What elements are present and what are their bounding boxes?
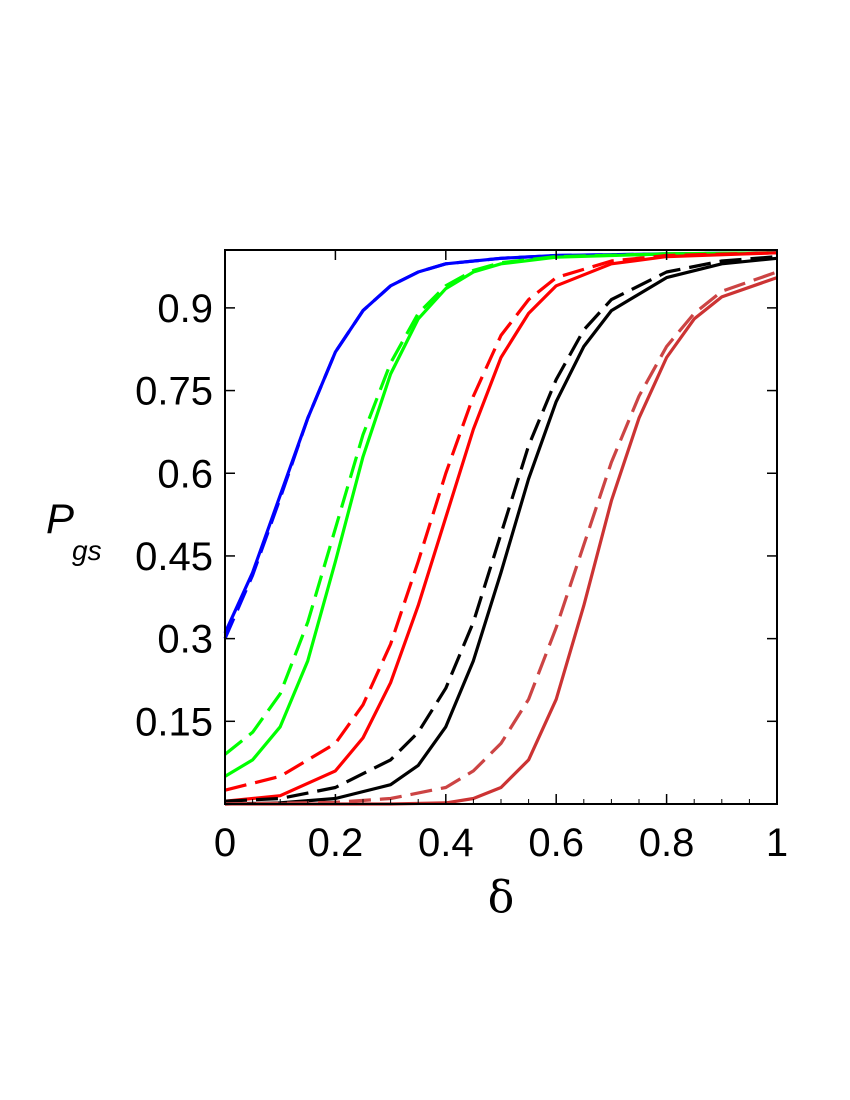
y-tick-label: 0.6: [157, 452, 213, 496]
series-line-3: [224, 251, 778, 778]
y-axis-label-subscript: gs: [72, 535, 102, 566]
y-axis-label: P: [46, 495, 74, 542]
y-tick-label: 0.15: [135, 700, 213, 744]
y-tick-label: 0.9: [157, 287, 213, 331]
series-line-10: [224, 270, 778, 806]
y-tick-label: 0.3: [157, 618, 213, 662]
x-tick-label: 0.6: [528, 821, 584, 865]
series-line-5: [224, 251, 778, 803]
series-layer: [223, 251, 778, 806]
y-tick-label: 0.45: [135, 535, 213, 579]
tick-label-layer: 0 0.2 0.4 0.6 0.8 1 0.15 0.3 0.45 0.6 0.75 0.9: [135, 287, 788, 865]
series-line-8: [224, 255, 778, 803]
x-axis-label: δ: [488, 872, 515, 923]
series-line-2: [223, 251, 778, 640]
x-tick-label: 0.2: [308, 821, 364, 865]
tick-layer: [224, 250, 778, 804]
x-tick-label: 0.4: [418, 821, 474, 865]
series-line-4: [223, 251, 778, 756]
y-tick-label: 0.75: [135, 370, 213, 414]
x-tick-label: 1: [766, 821, 788, 865]
x-tick-label: 0.8: [639, 821, 695, 865]
series-line-7: [224, 256, 778, 806]
series-line-6: [224, 251, 778, 792]
x-tick-label: 0: [214, 821, 236, 865]
